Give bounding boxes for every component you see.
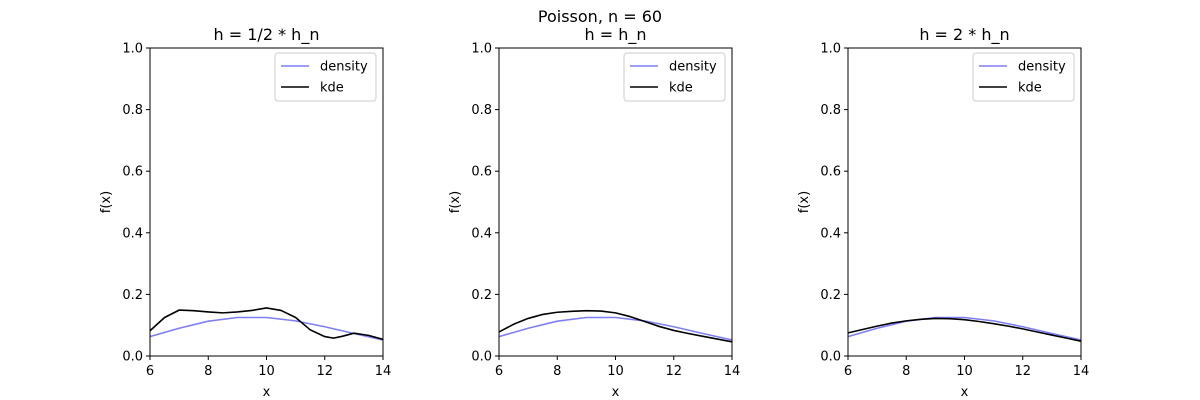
legend-box xyxy=(274,52,377,102)
legend-box xyxy=(972,52,1075,102)
subplots: h = 1/2 * h_n 6 8 10 12 14 0.0 0.2 0.4 0.6 0.8 1.0 x… xyxy=(99,25,1089,400)
x-tick-label: 14 xyxy=(724,364,741,379)
x-tick-label: 10 xyxy=(258,364,275,379)
x-tick-label: 10 xyxy=(956,364,973,379)
x-tick-label: 6 xyxy=(146,364,154,379)
x-tick-label: 12 xyxy=(1014,364,1031,379)
subplot-3: h = 2 * h_n 6 8 10 12 14 0.0 0.2 0.4 0.6 0.8 1.0 x f(… xyxy=(797,25,1089,400)
legend: density kde xyxy=(623,52,726,102)
series-line-density xyxy=(150,316,383,341)
subplot-2: h = h_n 6 8 10 12 14 0.0 0.2 0.4 0.6 0.8 1.0 x f(x) de… xyxy=(448,25,740,400)
x-tick-label: 10 xyxy=(607,364,624,379)
x-axis-label: x xyxy=(263,385,271,400)
legend-box xyxy=(623,52,726,102)
y-tick-label: 0.4 xyxy=(471,226,492,241)
legend-label-density: density xyxy=(320,60,368,75)
series-line-density xyxy=(499,316,732,341)
x-tick-label: 14 xyxy=(1073,364,1090,379)
x-tick-label: 8 xyxy=(553,364,561,379)
series-line-kde xyxy=(150,307,383,341)
y-tick-label: 0.4 xyxy=(122,226,143,241)
y-tick-label: 0.8 xyxy=(820,103,841,118)
subplot-title: h = 1/2 * h_n xyxy=(214,25,320,45)
y-tick-label: 0.0 xyxy=(820,350,841,365)
x-tick-label: 6 xyxy=(495,364,503,379)
x-tick-label: 8 xyxy=(204,364,212,379)
y-tick-label: 0.8 xyxy=(471,103,492,118)
subplot-1: h = 1/2 * h_n 6 8 10 12 14 0.0 0.2 0.4 0.6 0.8 1.0 x… xyxy=(99,25,391,400)
legend-label-kde: kde xyxy=(320,81,344,96)
y-tick-label: 0.8 xyxy=(122,103,143,118)
y-tick-label: 0.2 xyxy=(820,288,841,303)
legend-label-density: density xyxy=(1018,60,1066,75)
subplot-title: h = h_n xyxy=(585,25,647,45)
y-axis-label: f(x) xyxy=(797,191,812,213)
series-line-density xyxy=(848,316,1081,341)
x-tick-label: 14 xyxy=(375,364,392,379)
y-axis-label: f(x) xyxy=(99,191,114,213)
legend: density kde xyxy=(972,52,1075,102)
series-line-kde xyxy=(848,317,1081,343)
y-tick-label: 1.0 xyxy=(820,42,841,57)
series-line-kde xyxy=(499,309,732,343)
y-tick-label: 1.0 xyxy=(122,42,143,57)
x-axis-label: x xyxy=(612,385,620,400)
y-tick-label: 0.0 xyxy=(122,350,143,365)
y-tick-label: 0.6 xyxy=(122,165,143,180)
legend: density kde xyxy=(274,52,377,102)
y-tick-label: 0.4 xyxy=(820,226,841,241)
y-axis-label: f(x) xyxy=(448,191,463,213)
x-axis-label: x xyxy=(961,385,969,400)
y-tick-label: 0.2 xyxy=(122,288,143,303)
x-tick-label: 12 xyxy=(316,364,333,379)
y-tick-label: 1.0 xyxy=(471,42,492,57)
legend-label-kde: kde xyxy=(669,81,693,96)
x-tick-label: 8 xyxy=(902,364,910,379)
y-tick-label: 0.0 xyxy=(471,350,492,365)
figure-title: Poisson, n = 60 xyxy=(538,7,662,26)
legend-label-kde: kde xyxy=(1018,81,1042,96)
subplot-title: h = 2 * h_n xyxy=(919,25,1009,45)
legend-label-density: density xyxy=(669,60,717,75)
y-tick-label: 0.2 xyxy=(471,288,492,303)
y-tick-label: 0.6 xyxy=(820,165,841,180)
y-tick-label: 0.6 xyxy=(471,165,492,180)
x-tick-label: 6 xyxy=(844,364,852,379)
x-tick-label: 12 xyxy=(665,364,682,379)
